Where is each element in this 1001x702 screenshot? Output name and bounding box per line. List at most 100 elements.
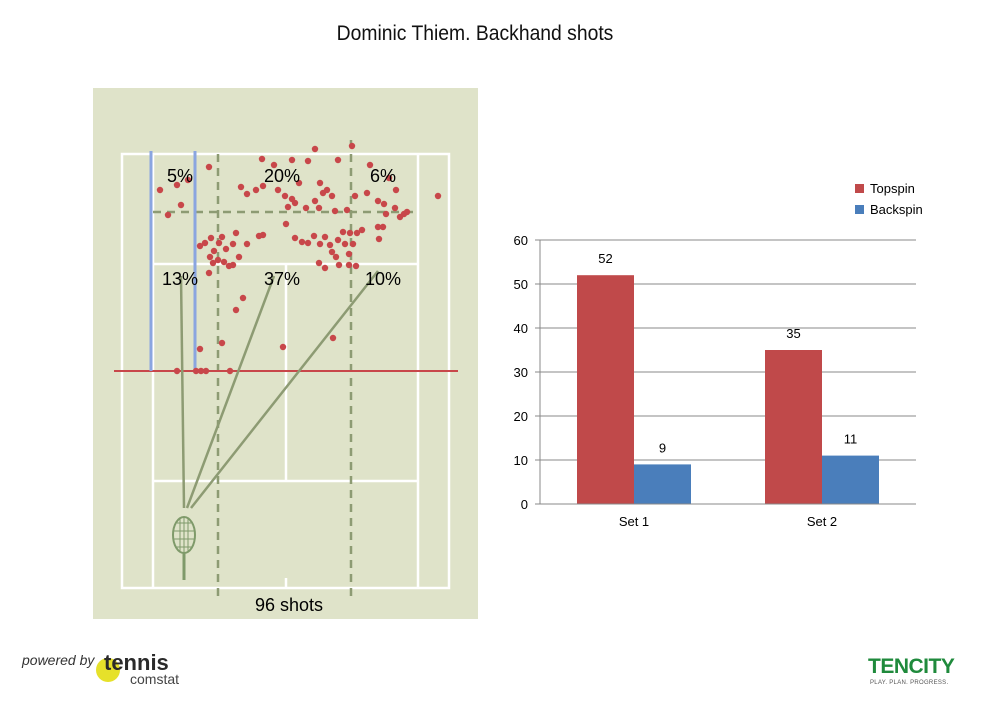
shot-dot (329, 334, 337, 342)
shot-dot (239, 294, 247, 302)
shot-dot (243, 240, 251, 248)
shot-dot (258, 155, 266, 163)
shot-dot (202, 367, 210, 375)
shot-dot (288, 156, 296, 164)
shot-dot (331, 207, 339, 215)
shot-dot (321, 264, 329, 272)
zone-label-short-center: 37% (264, 269, 300, 289)
shot-dot (304, 157, 312, 165)
shot-dot (380, 200, 388, 208)
powered-by-label: powered by (22, 652, 95, 668)
shot-dot (288, 195, 296, 203)
shot-dot (156, 186, 164, 194)
shot-dot (274, 186, 282, 194)
data-label: 35 (786, 326, 800, 341)
shot-dot (218, 339, 226, 347)
shot-dot (177, 201, 185, 209)
x-axis-ticks: Set 1 Set 2 (619, 514, 837, 529)
shot-dot (295, 179, 303, 187)
shot-dot (210, 247, 218, 255)
y-tick-label: 60 (514, 233, 528, 248)
shot-dot (374, 223, 382, 231)
shot-dot (323, 186, 331, 194)
shot-dot (270, 161, 278, 169)
shot-dot (215, 239, 223, 247)
shot-dot (311, 145, 319, 153)
shot-dot (334, 156, 342, 164)
shot-dot (229, 240, 237, 248)
legend-label-topspin: Topspin (870, 181, 915, 196)
partner-tagline: PLAY. PLAN. PROGRESS. (870, 680, 949, 686)
shot-dot (302, 204, 310, 212)
shot-dot (235, 253, 243, 261)
x-tick-label: Set 2 (807, 514, 837, 529)
shot-dot (226, 367, 234, 375)
shot-dot (326, 241, 334, 249)
shot-dot (382, 210, 390, 218)
data-label: 11 (844, 432, 858, 447)
zone-label-deep-left: 5% (167, 166, 193, 186)
data-labels: 52 9 35 11 (598, 251, 857, 455)
legend-swatch-topspin (855, 184, 864, 193)
y-tick-label: 30 (514, 365, 528, 380)
shot-dot (311, 197, 319, 205)
shot-dot (237, 183, 245, 191)
zone-guides (153, 140, 418, 598)
bar-topspin-1 (577, 275, 634, 504)
shot-dot (316, 240, 324, 248)
bar-backspin-1 (634, 464, 691, 504)
shot-dot (304, 239, 312, 247)
shot-dot (335, 261, 343, 269)
shot-dot (252, 186, 260, 194)
racket-icon (172, 516, 196, 580)
y-axis-ticks: 0 10 20 30 40 50 60 (514, 233, 540, 512)
shot-dot (205, 269, 213, 277)
shot-dot (392, 186, 400, 194)
shot-dot (173, 367, 181, 375)
data-label: 9 (659, 440, 666, 455)
shot-dot (328, 192, 336, 200)
shot-dot (339, 228, 347, 236)
shot-dot (206, 253, 214, 261)
shot-dot (352, 262, 360, 270)
shot-dot (232, 229, 240, 237)
y-tick-label: 10 (514, 453, 528, 468)
shot-dot (341, 240, 349, 248)
shot-dot (328, 248, 336, 256)
shot-dot (434, 192, 442, 200)
shot-dot (298, 238, 306, 246)
shot-dot (220, 258, 228, 266)
page-title: Dominic Thiem. Backhand shots (336, 22, 614, 45)
shot-dot (164, 211, 172, 219)
shot-dot (279, 343, 287, 351)
shot-dot (209, 259, 217, 267)
legend-label-backspin: Backspin (870, 202, 923, 217)
zone-label-deep-center: 20% (264, 166, 300, 186)
shot-dot (334, 236, 342, 244)
shot-dot (403, 208, 411, 216)
shot-dot (310, 232, 318, 240)
shot-dot (232, 306, 240, 314)
shot-dot (375, 235, 383, 243)
shot-dot (197, 367, 205, 375)
shot-dot (222, 245, 230, 253)
shot-dot (281, 192, 289, 200)
shot-dot (379, 223, 387, 231)
partner-logo: TENCITY (868, 655, 955, 678)
y-tick-label: 40 (514, 321, 528, 336)
zone-label-deep-right: 6% (370, 166, 396, 186)
shot-dot (358, 226, 366, 234)
y-tick-label: 0 (521, 497, 528, 512)
shot-dot (196, 345, 204, 353)
shot-dot (345, 261, 353, 269)
shot-dot (351, 192, 359, 200)
shot-dot (363, 189, 371, 197)
shot-dot (218, 233, 226, 241)
y-tick-label: 50 (514, 277, 528, 292)
shot-dot (282, 220, 290, 228)
shot-dot (346, 229, 354, 237)
shot-dot (385, 174, 393, 182)
shot-dot (196, 242, 204, 250)
shot-dot (349, 240, 357, 248)
